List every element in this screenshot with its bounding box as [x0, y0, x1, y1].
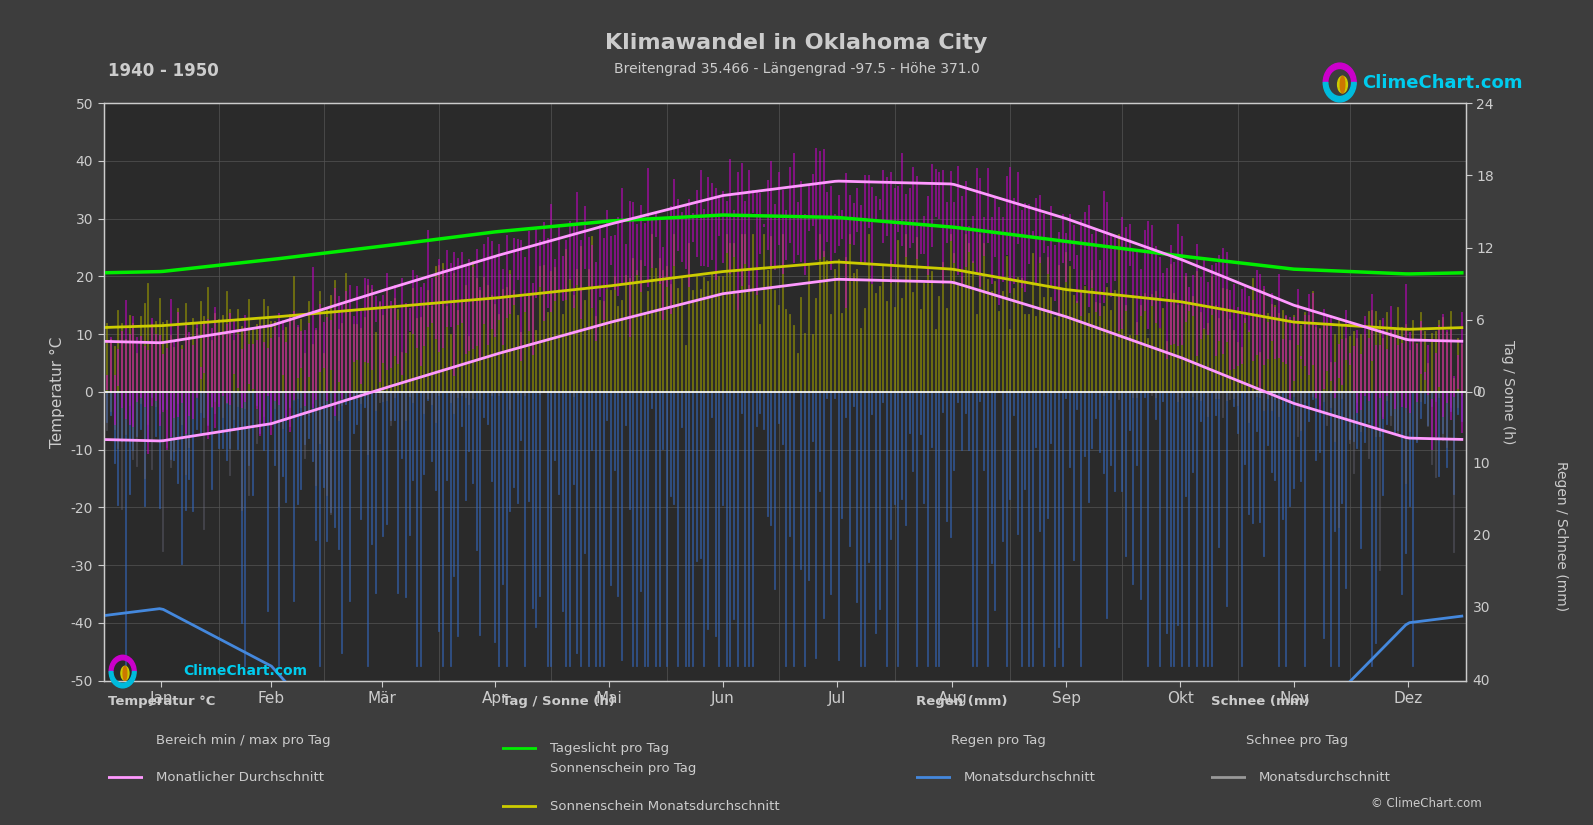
Text: 10: 10	[1472, 457, 1489, 471]
Text: Regen / Schnee (mm): Regen / Schnee (mm)	[1553, 461, 1568, 611]
Text: Temperatur °C: Temperatur °C	[108, 695, 215, 709]
Text: Sonnenschein Monatsdurchschnitt: Sonnenschein Monatsdurchschnitt	[550, 799, 779, 813]
Ellipse shape	[121, 667, 129, 680]
Text: Breitengrad 35.466 - Längengrad -97.5 - Höhe 371.0: Breitengrad 35.466 - Längengrad -97.5 - …	[613, 62, 980, 76]
Text: Schnee (mm): Schnee (mm)	[1211, 695, 1309, 709]
Text: Monatsdurchschnitt: Monatsdurchschnitt	[1258, 771, 1391, 784]
Ellipse shape	[123, 667, 127, 680]
Text: 20: 20	[1472, 530, 1489, 543]
Text: Sonnenschein pro Tag: Sonnenschein pro Tag	[550, 762, 696, 776]
Text: Regen (mm): Regen (mm)	[916, 695, 1007, 709]
Wedge shape	[110, 655, 135, 672]
Text: ClimeChart.com: ClimeChart.com	[183, 664, 307, 678]
Text: © ClimeChart.com: © ClimeChart.com	[1370, 797, 1481, 810]
Text: Monatsdurchschnitt: Monatsdurchschnitt	[964, 771, 1096, 784]
Text: Regen pro Tag: Regen pro Tag	[951, 734, 1047, 747]
Wedge shape	[1324, 82, 1356, 102]
Ellipse shape	[1340, 77, 1344, 93]
Y-axis label: Tag / Sonne (h): Tag / Sonne (h)	[1501, 340, 1515, 444]
Wedge shape	[110, 672, 135, 688]
Text: 0: 0	[1472, 385, 1481, 398]
Text: Klimawandel in Oklahoma City: Klimawandel in Oklahoma City	[605, 33, 988, 53]
Text: Monatlicher Durchschnitt: Monatlicher Durchschnitt	[156, 771, 323, 784]
Text: Tag / Sonne (h): Tag / Sonne (h)	[502, 695, 615, 709]
Text: 30: 30	[1472, 601, 1489, 615]
Text: ClimeChart.com: ClimeChart.com	[1362, 74, 1523, 92]
Ellipse shape	[1338, 77, 1348, 93]
Wedge shape	[1324, 63, 1356, 82]
Text: 1940 - 1950: 1940 - 1950	[108, 62, 220, 80]
Text: Tageslicht pro Tag: Tageslicht pro Tag	[550, 742, 669, 755]
Text: Schnee pro Tag: Schnee pro Tag	[1246, 734, 1348, 747]
Text: Bereich min / max pro Tag: Bereich min / max pro Tag	[156, 734, 331, 747]
Text: 40: 40	[1472, 674, 1489, 687]
Y-axis label: Temperatur °C: Temperatur °C	[49, 337, 65, 447]
